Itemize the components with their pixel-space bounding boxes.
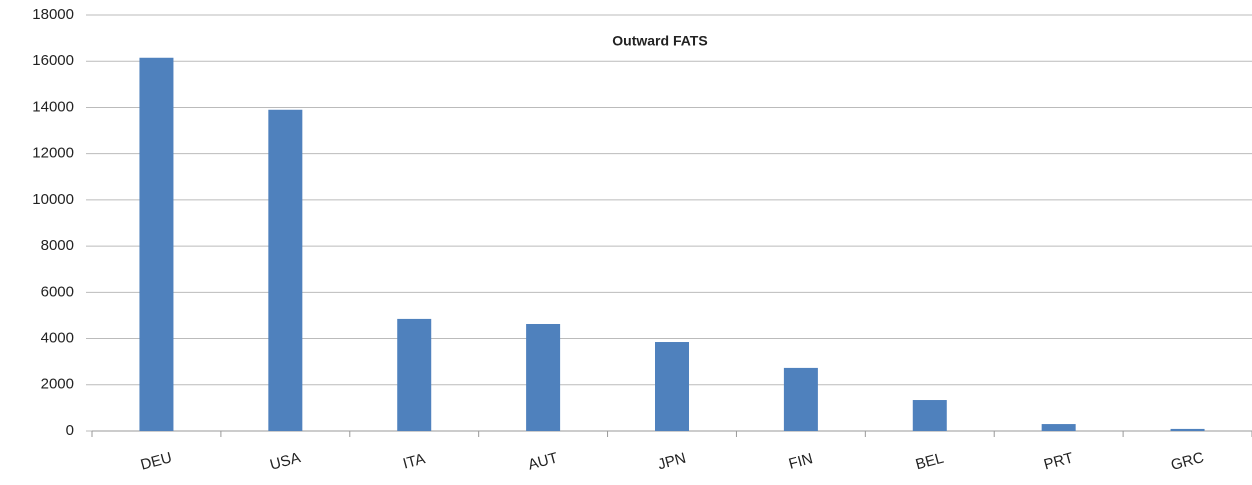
- y-tick-label: 6000: [41, 283, 74, 300]
- x-tick-label: AUT: [526, 449, 559, 473]
- bar: [139, 57, 174, 431]
- x-tick-label: BEL: [914, 450, 946, 474]
- x-tick-label: FIN: [787, 450, 815, 473]
- bar: [268, 109, 303, 431]
- y-tick-label: 8000: [41, 237, 74, 254]
- y-tick-label: 12000: [32, 145, 74, 162]
- bar: [912, 400, 947, 431]
- x-tick-label: PRT: [1042, 449, 1075, 473]
- bar: [1041, 424, 1076, 431]
- chart-title: Outward FATS: [612, 33, 707, 49]
- bar: [526, 323, 561, 431]
- y-tick-label: 16000: [32, 52, 74, 69]
- y-tick-label: 0: [66, 422, 74, 439]
- y-tick-label: 14000: [32, 98, 74, 115]
- y-tick-label: 4000: [41, 330, 74, 347]
- x-tick-label: DEU: [139, 449, 174, 474]
- x-tick-label: ITA: [401, 450, 427, 472]
- y-tick-label: 10000: [32, 191, 74, 208]
- bar: [783, 367, 818, 431]
- x-tick-label: USA: [268, 449, 302, 473]
- bar: [655, 342, 689, 431]
- x-tick-label: JPN: [656, 450, 688, 474]
- y-tick-label: 2000: [41, 376, 74, 393]
- x-tick-label: GRC: [1169, 449, 1206, 474]
- y-tick-label: 18000: [32, 6, 74, 23]
- bar: [1170, 428, 1205, 431]
- bar: [397, 318, 432, 431]
